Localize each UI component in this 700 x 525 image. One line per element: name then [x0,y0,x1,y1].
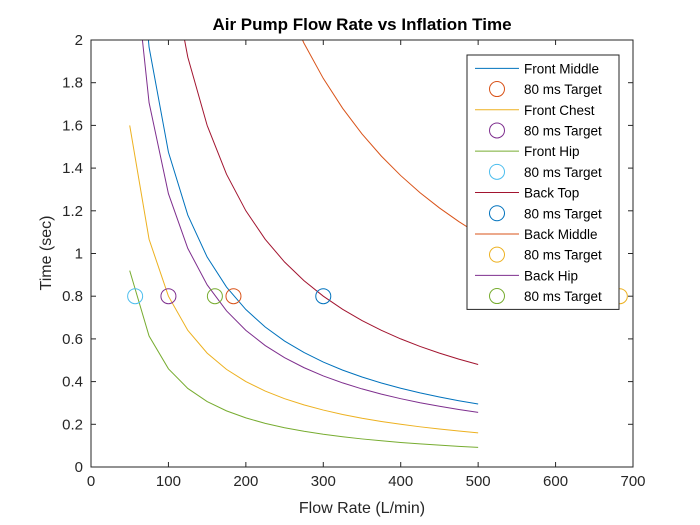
series-line-4 [184,40,479,366]
legend-target-label-2: 80 ms Target [524,123,602,138]
target-marker-4 [315,288,332,305]
legend: Front Middle 80 ms Target Front Chest 80 ms… [466,54,620,310]
legend-target-label-3: 80 ms Target [524,165,602,180]
x-tick-label: 300 [311,473,336,490]
legend-marker-3 [489,163,505,180]
legend-label-6: Back Hip [524,268,578,283]
legend-marker-1 [489,81,505,98]
target-marker-3 [127,288,144,305]
y-tick-label: 2 [75,32,83,49]
legend-label-3: Front Hip [524,144,580,159]
markers-group [127,288,628,305]
x-axis-label: Flow Rate (L/min) [299,500,425,517]
x-ticks: 0 100 200 300 400 500 600 700 [87,40,646,490]
y-tick-label: 0.6 [62,331,83,348]
y-tick-label: 1.4 [62,160,83,177]
curves-group [129,40,479,448]
target-marker-6 [206,288,223,305]
legend-target-label-5: 80 ms Target [524,248,602,263]
y-tick-label: 1.8 [62,75,83,92]
y-tick-label: 0 [75,459,83,476]
series-line-6 [141,40,479,413]
y-tick-label: 0.2 [62,416,83,433]
x-tick-label: 200 [233,473,258,490]
x-tick-label: 400 [388,473,413,490]
x-tick-label: 100 [156,473,181,490]
legend-target-label-4: 80 ms Target [524,206,602,221]
legend-label-1: Front Middle [524,61,599,76]
y-tick-label: 1.2 [62,203,83,220]
series-line-5 [301,40,479,235]
x-tick-label: 0 [87,473,95,490]
legend-marker-6 [489,288,505,305]
target-marker-1 [225,288,242,305]
y-axis-label: Time (sec) [38,216,55,291]
series-line-1 [147,40,479,405]
series-line-3 [129,270,479,448]
x-tick-label: 600 [543,473,568,490]
legend-target-label-1: 80 ms Target [524,82,602,97]
x-tick-label: 700 [620,473,645,490]
legend-label-5: Back Middle [524,227,598,242]
legend-label-4: Back Top [524,186,579,201]
target-marker-2 [160,288,177,305]
legend-marker-2 [489,122,505,139]
y-tick-label: 1.6 [62,117,83,134]
legend-label-2: Front Chest [524,103,595,118]
x-tick-label: 500 [466,473,491,490]
y-tick-label: 0.4 [62,374,83,391]
legend-marker-4 [489,205,505,222]
chart-title: Air Pump Flow Rate vs Inflation Time [212,15,511,34]
y-tick-label: 0.8 [62,288,83,305]
legend-target-label-6: 80 ms Target [524,289,602,304]
series-line-2 [129,125,479,434]
legend-marker-5 [489,246,505,263]
y-tick-label: 1 [75,246,83,263]
legend-box [466,54,620,310]
y-ticks: 0 0.2 0.4 0.6 0.8 1 1.2 1.4 1.6 1.8 2 [62,32,633,476]
